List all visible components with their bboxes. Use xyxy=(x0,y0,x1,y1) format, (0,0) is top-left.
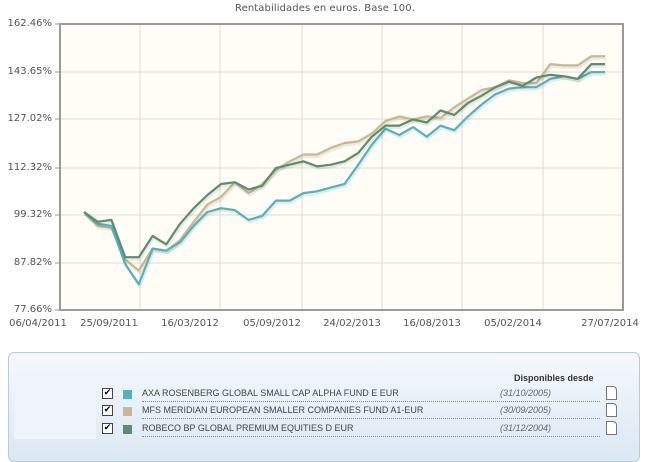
series-name[interactable]: AXA ROSENBERG GLOBAL SMALL CAP ALPHA FUN… xyxy=(142,388,399,398)
legend-item: ✔ AXA ROSENBERG GLOBAL SMALL CAP ALPHA F… xyxy=(100,386,620,402)
legend-header-available-since: Disponibles desde xyxy=(514,373,594,383)
x-tick-label: 06/04/2011 xyxy=(9,318,67,329)
series-name[interactable]: ROBECO BP GLOBAL PREMIUM EQUITIES D EUR xyxy=(142,423,354,433)
series-name[interactable]: MFS MERIDIAN EUROPEAN SMALLER COMPANIES … xyxy=(142,405,424,415)
y-tick-label: 162.46% xyxy=(7,18,53,29)
series-color-swatch xyxy=(123,407,132,416)
series-checkbox[interactable]: ✔ xyxy=(102,405,113,416)
series-lines xyxy=(83,55,606,288)
series-color-swatch xyxy=(123,390,132,399)
x-tick-label: 27/07/2014 xyxy=(581,318,639,329)
y-tick-label: 87.82% xyxy=(13,257,52,268)
plot-border xyxy=(59,23,624,311)
available-since-date: (31/10/2005) xyxy=(500,388,552,398)
legend-shade xyxy=(14,385,96,439)
chart-title: Rentabilidades en euros. Base 100. xyxy=(234,3,416,14)
document-icon[interactable] xyxy=(606,403,617,417)
gridlines xyxy=(60,24,623,310)
x-tick-label: 24/02/2013 xyxy=(323,318,381,329)
document-icon[interactable] xyxy=(606,421,617,435)
series-line xyxy=(83,70,605,286)
y-tick-label: 112.32% xyxy=(7,162,53,173)
row-divider xyxy=(142,401,600,402)
x-tick-label: 05/02/2014 xyxy=(484,318,542,329)
x-tick-label: 05/09/2012 xyxy=(243,318,301,329)
x-tick-label: 16/03/2012 xyxy=(161,318,219,329)
y-tick-label: 127.02% xyxy=(7,113,53,124)
legend-panel xyxy=(8,352,640,462)
legend-item: ✔ MFS MERIDIAN EUROPEAN SMALLER COMPANIE… xyxy=(100,403,620,419)
row-divider xyxy=(142,418,600,419)
series-checkbox[interactable]: ✔ xyxy=(102,388,113,399)
document-icon[interactable] xyxy=(606,386,617,400)
available-since-date: (30/09/2005) xyxy=(500,405,552,415)
x-tick-label: 16/08/2013 xyxy=(403,318,461,329)
y-tick-label: 143.65% xyxy=(7,66,53,77)
row-divider xyxy=(142,436,600,437)
line-chart xyxy=(55,23,624,311)
available-since-date: (31/12/2004) xyxy=(500,423,552,433)
series-color-swatch xyxy=(123,425,132,434)
series-checkbox[interactable]: ✔ xyxy=(102,423,113,434)
x-tick-label: 25/09/2011 xyxy=(80,318,138,329)
legend-item: ✔ ROBECO BP GLOBAL PREMIUM EQUITIES D EU… xyxy=(100,421,620,437)
series-line xyxy=(83,62,605,259)
y-tick-label: 77.66% xyxy=(13,304,52,315)
y-tick-label: 99.32% xyxy=(13,209,52,220)
